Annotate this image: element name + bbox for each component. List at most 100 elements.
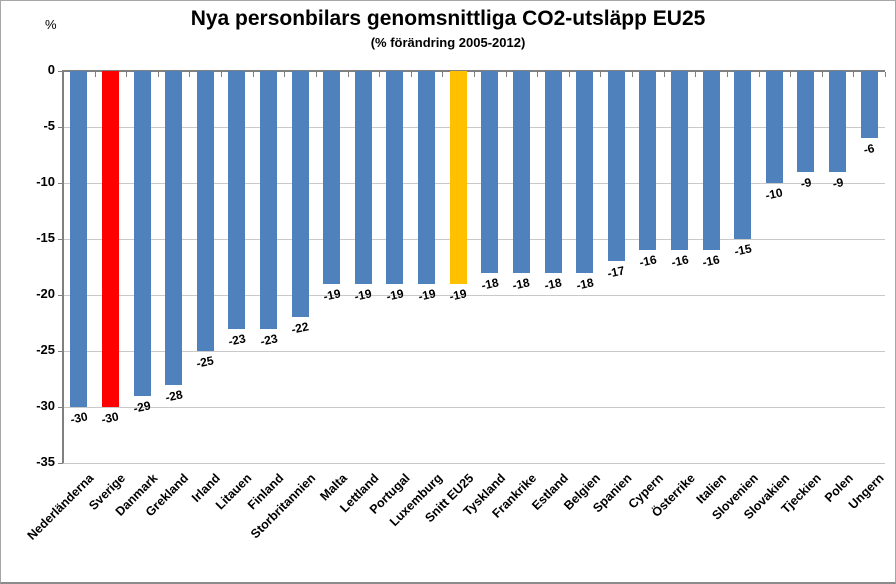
bar-value-label: -18 [574, 274, 595, 293]
bar-slovakien [765, 71, 783, 183]
bar--sterrike [671, 71, 688, 251]
y-tick-label: -10 [36, 174, 55, 189]
bar-tjeckien [797, 71, 815, 172]
bar-value-label: -23 [258, 330, 279, 349]
bar-ungern [860, 71, 878, 139]
x-axis-tick [663, 72, 665, 77]
bar-value-label: -18 [511, 274, 532, 293]
bar-value-label: -19 [321, 286, 342, 304]
x-axis-tick [410, 72, 412, 77]
bar-danmark [133, 71, 151, 396]
bar-storbritannien [291, 71, 309, 318]
x-axis-tick [157, 72, 159, 77]
x-axis-tick [821, 72, 823, 77]
bar-malta [323, 71, 341, 284]
y-tick-label: -30 [36, 398, 55, 413]
bar-value-label: -29 [132, 398, 152, 416]
bar-value-label: -15 [732, 241, 753, 259]
bar-value-label: -16 [701, 252, 722, 270]
bar-value-label: -30 [68, 409, 89, 427]
bar-value-label: -6 [862, 141, 876, 158]
chart-subtitle: (% förändring 2005-2012) [370, 35, 526, 50]
y-axis-tick [58, 407, 63, 408]
bar-value-label: -18 [479, 274, 500, 293]
gridline [63, 183, 885, 184]
x-axis-tick [315, 72, 317, 77]
bar-finland [260, 71, 277, 329]
x-axis-tick [347, 72, 349, 77]
bar-belgien [576, 71, 594, 273]
bar-irland [196, 71, 214, 351]
y-axis-tick [58, 71, 63, 72]
category-label: Nederländerna [24, 471, 97, 543]
bar-spanien [607, 71, 625, 262]
y-axis-line [62, 70, 64, 463]
bar-portugal [386, 71, 404, 284]
x-axis-tick [221, 72, 223, 77]
bar-frankrike [512, 71, 530, 273]
bar-luxemburg [418, 71, 436, 284]
bar-value-label: -19 [385, 286, 405, 304]
gridline [63, 463, 885, 464]
y-axis-tick [58, 183, 63, 184]
y-tick-label: 0 [47, 62, 55, 77]
bar-sverige [101, 71, 119, 407]
bar-litauen [228, 71, 246, 329]
y-tick-label: -35 [36, 454, 55, 469]
x-axis-tick [505, 72, 507, 77]
bar-value-label: -10 [764, 185, 785, 203]
x-axis-tick [474, 72, 475, 77]
y-tick-label: -15 [36, 230, 55, 245]
bar-value-label: -28 [163, 386, 184, 405]
x-axis-tick [126, 72, 128, 77]
bar-polen [829, 71, 847, 172]
x-axis-tick [63, 72, 64, 77]
x-axis-tick [568, 72, 570, 77]
chart-title: Nya personbilars genomsnittliga CO2-utsl… [190, 7, 706, 30]
x-axis-tick [94, 72, 96, 77]
x-axis-tick [379, 72, 381, 77]
x-axis-tick [695, 72, 697, 77]
bar-slovenien [734, 71, 752, 239]
bar-value-label: -19 [416, 286, 437, 304]
x-axis-tick [758, 72, 760, 77]
bar-italien [702, 71, 720, 251]
y-axis-tick [58, 295, 63, 296]
x-axis-tick [853, 72, 855, 77]
gridline [63, 295, 885, 296]
bar-value-label: -30 [100, 409, 121, 427]
x-axis-tick [284, 72, 286, 77]
bar-lettland [354, 71, 372, 284]
bar-snitt-eu25 [449, 71, 467, 284]
x-axis-tick [885, 72, 886, 77]
bar-value-label: -9 [830, 174, 845, 191]
bar-cypern [639, 71, 657, 251]
y-axis-tick [58, 127, 63, 128]
bar-value-label: -22 [290, 319, 311, 338]
y-tick-label: -25 [36, 342, 55, 357]
bar-value-label: -16 [669, 252, 690, 270]
bar-value-label: -25 [195, 353, 216, 371]
bar-value-label: -16 [637, 252, 658, 270]
bar-grekland [165, 71, 183, 385]
gridline [63, 407, 885, 408]
x-axis-tick [790, 72, 792, 77]
y-axis-tick [58, 463, 63, 464]
gridline [63, 127, 885, 128]
bar-value-label: -23 [226, 330, 247, 349]
x-axis-tick [537, 72, 539, 77]
y-tick-label: -5 [43, 118, 55, 133]
bar-value-label: -19 [353, 286, 374, 304]
y-axis-tick [58, 239, 63, 240]
y-tick-label: -20 [36, 286, 55, 301]
x-axis-tick [632, 72, 634, 77]
bar-tyskland [481, 71, 499, 273]
x-axis-tick [189, 72, 191, 77]
bar-value-label: -18 [543, 274, 563, 293]
bar-value-label: -17 [606, 263, 627, 282]
bar-value-label: -9 [799, 174, 813, 191]
x-axis-line [63, 70, 885, 72]
bar-nederl-nderna [70, 71, 88, 407]
x-axis-tick [252, 72, 254, 77]
bar-estland [544, 71, 562, 273]
